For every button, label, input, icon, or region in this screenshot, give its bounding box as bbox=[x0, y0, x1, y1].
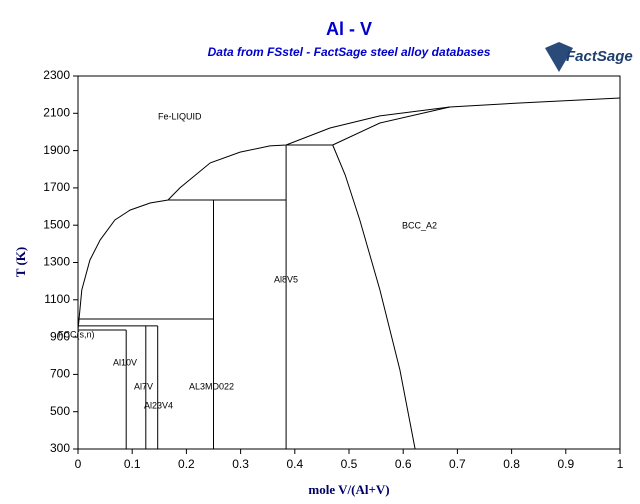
region-label: FCC(s,n) bbox=[58, 329, 95, 339]
y-tick-label: 1900 bbox=[43, 143, 70, 157]
y-tick-label: 900 bbox=[50, 329, 70, 343]
y-tick-label: 1100 bbox=[44, 292, 70, 306]
y-tick-label: 2100 bbox=[43, 105, 70, 119]
x-tick-label: 0.9 bbox=[557, 457, 574, 471]
chart-subtitle: Data from FSstel - FactSage steel alloy … bbox=[208, 45, 491, 59]
region-label: Al23V4 bbox=[144, 400, 173, 410]
x-axis-label: mole V/(Al+V) bbox=[308, 482, 389, 497]
x-tick-label: 0.5 bbox=[341, 457, 358, 471]
region-label: Al10V bbox=[113, 357, 137, 367]
x-tick-label: 0.8 bbox=[503, 457, 520, 471]
phase-boundary bbox=[77, 97, 621, 331]
region-label: AL3MD022 bbox=[189, 381, 234, 391]
x-tick-label: 0.1 bbox=[124, 457, 141, 471]
y-tick-label: 700 bbox=[50, 367, 70, 381]
region-label: Al8V5 bbox=[274, 274, 298, 284]
region-label: BCC_A2 bbox=[402, 220, 437, 230]
logo: FactSage bbox=[545, 42, 633, 72]
x-tick-label: 1 bbox=[617, 457, 624, 471]
y-tick-label: 1500 bbox=[43, 217, 70, 231]
logo-text: FactSage bbox=[566, 48, 633, 65]
y-axis-label: T (K) bbox=[13, 247, 28, 277]
y-tick-label: 1700 bbox=[43, 180, 70, 194]
x-tick-label: 0.6 bbox=[395, 457, 412, 471]
region-label: Al7V bbox=[134, 381, 153, 391]
y-tick-label: 300 bbox=[50, 441, 70, 455]
x-tick-label: 0.2 bbox=[178, 457, 195, 471]
region-label: Fe-LIQUID bbox=[158, 111, 202, 121]
y-tick-label: 2300 bbox=[43, 68, 70, 82]
logo-icon bbox=[545, 42, 573, 72]
y-tick-label: 500 bbox=[50, 404, 70, 418]
phase-boundary bbox=[332, 144, 416, 450]
x-tick-label: 0.4 bbox=[286, 457, 303, 471]
chart-title: Al - V bbox=[326, 19, 372, 39]
x-tick-label: 0 bbox=[75, 457, 82, 471]
x-tick-label: 0.3 bbox=[232, 457, 249, 471]
phase-boundary bbox=[332, 106, 450, 146]
y-tick-label: 1300 bbox=[43, 255, 70, 269]
x-tick-label: 0.7 bbox=[449, 457, 466, 471]
